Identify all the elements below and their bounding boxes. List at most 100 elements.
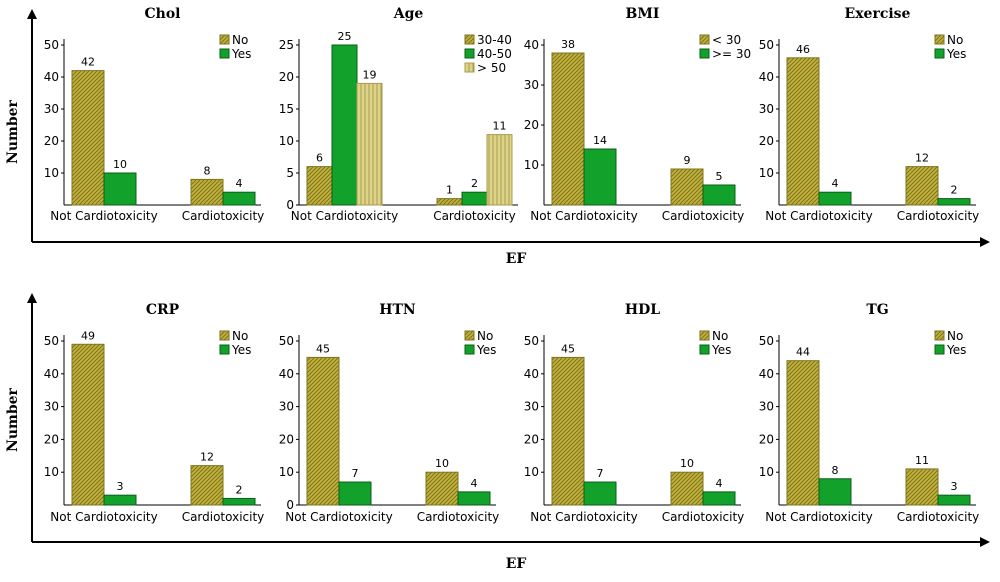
- y-tick-label: 25: [279, 38, 294, 52]
- y-tick-label: 40: [524, 38, 539, 52]
- chart-title: HDL: [625, 302, 660, 318]
- legend-swatch: [934, 34, 945, 45]
- bar-value-label: 2: [951, 184, 958, 197]
- bar: [71, 343, 105, 506]
- bar: [338, 481, 372, 506]
- bar-value-label: 42: [81, 56, 95, 69]
- legend-swatch: [934, 344, 945, 355]
- bar: [222, 191, 256, 206]
- bar: [103, 172, 137, 206]
- chart-title: BMI: [626, 6, 660, 22]
- y-tick-label: 50: [759, 38, 774, 52]
- legend-swatch: [464, 330, 475, 341]
- bar: [306, 166, 333, 206]
- chart-title: Chol: [145, 6, 181, 22]
- y-tick-label: 20: [44, 134, 59, 148]
- bar-value-label: 10: [113, 158, 127, 171]
- legend-swatch: [219, 330, 230, 341]
- legend-swatch: [464, 344, 475, 355]
- y-tick-label: 20: [279, 432, 294, 446]
- y-tick-label: 40: [524, 367, 539, 381]
- category-label: Cardiotoxicity: [182, 510, 265, 524]
- legend-label: No: [947, 33, 963, 47]
- y-tick-label: 40: [279, 367, 294, 381]
- legend-label: < 30: [712, 33, 741, 47]
- bar-value-label: 4: [716, 477, 723, 490]
- y-tick-label: 30: [279, 400, 294, 414]
- legend-swatch: [699, 48, 710, 59]
- category-label: Not Cardiotoxicity: [50, 510, 157, 524]
- bar: [103, 494, 137, 506]
- bar-value-label: 2: [236, 483, 243, 496]
- bar-value-label: 3: [117, 480, 124, 493]
- chart-title: Exercise: [845, 6, 911, 22]
- legend-label: Yes: [711, 343, 731, 357]
- chart-title: HTN: [379, 302, 416, 318]
- legend-label: 30-40: [477, 33, 512, 47]
- category-label: Cardiotoxicity: [662, 209, 745, 223]
- legend-label: Yes: [231, 343, 251, 357]
- y-tick-label: 30: [44, 102, 59, 116]
- bar-value-label: 2: [471, 177, 478, 190]
- y-tick-label: 10: [279, 134, 294, 148]
- y-tick-label: 30: [759, 400, 774, 414]
- legend-swatch: [219, 48, 230, 59]
- y-tick-label: 40: [44, 367, 59, 381]
- y-tick-label: 10: [524, 465, 539, 479]
- y-tick-label: 50: [759, 334, 774, 348]
- y-tick-label: 10: [44, 465, 59, 479]
- bar-value-label: 11: [493, 120, 507, 133]
- bar-value-label: 6: [316, 152, 323, 165]
- y-tick-label: 50: [279, 334, 294, 348]
- category-label: Cardiotoxicity: [897, 209, 980, 223]
- bottom-section-axes: Number EF: [5, 293, 990, 572]
- legend-label: Yes: [231, 47, 251, 61]
- y-tick-label: 5: [286, 166, 294, 180]
- bar-value-label: 45: [561, 342, 575, 355]
- y-tick-label: 20: [524, 432, 539, 446]
- bar-value-label: 25: [338, 30, 352, 43]
- legend-label: No: [232, 33, 248, 47]
- y-tick-label: 40: [759, 367, 774, 381]
- bar: [222, 497, 256, 506]
- bar-value-label: 4: [236, 177, 243, 190]
- legend-swatch: [464, 48, 475, 59]
- bar: [425, 471, 459, 506]
- top-x-axis-label: EF: [506, 251, 527, 267]
- y-tick-label: 30: [524, 78, 539, 92]
- bar: [583, 148, 617, 206]
- y-tick-label: 0: [286, 498, 294, 512]
- category-label: Not Cardiotoxicity: [530, 510, 637, 524]
- bar: [818, 191, 852, 206]
- chart-title: CRP: [146, 302, 180, 318]
- bar: [818, 478, 852, 506]
- category-label: Cardiotoxicity: [417, 510, 500, 524]
- legend-label: 40-50: [477, 47, 512, 61]
- y-tick-label: 10: [759, 166, 774, 180]
- category-label: Not Cardiotoxicity: [530, 209, 637, 223]
- panel-age: Age 0 5 10 15 20 25 6 25 19 Not Cardiotoxicity 1 2 11…: [279, 6, 518, 223]
- panel-exercise: Exercise 10 20 30 40 50 46 4 Not Cardiotoxicity 1…: [759, 6, 980, 223]
- bar: [905, 166, 939, 206]
- bar: [702, 184, 736, 206]
- bar: [583, 481, 617, 506]
- panel-bmi: BMI 10 20 30 40 38 14 Not Cardiotoxicity 9 5 Cardi…: [524, 6, 751, 223]
- y-tick-label: 0: [286, 198, 294, 212]
- bar-value-label: 1: [446, 184, 453, 197]
- legend-label: No: [712, 329, 728, 343]
- chart-title: TG: [866, 302, 888, 318]
- bar-value-label: 12: [200, 451, 214, 464]
- bar-value-label: 49: [81, 329, 95, 342]
- y-tick-label: 20: [759, 134, 774, 148]
- legend-swatch: [219, 34, 230, 45]
- bar-value-label: 44: [796, 346, 810, 359]
- legend-label: Yes: [946, 47, 966, 61]
- legend-swatch: [699, 344, 710, 355]
- bar: [190, 465, 224, 506]
- category-label: Cardiotoxicity: [433, 209, 516, 223]
- top-section-axes: Number EF: [5, 9, 990, 267]
- legend-swatch: [219, 344, 230, 355]
- bar-value-label: 7: [597, 467, 604, 480]
- bar-value-label: 4: [471, 477, 478, 490]
- bar-value-label: 3: [951, 480, 958, 493]
